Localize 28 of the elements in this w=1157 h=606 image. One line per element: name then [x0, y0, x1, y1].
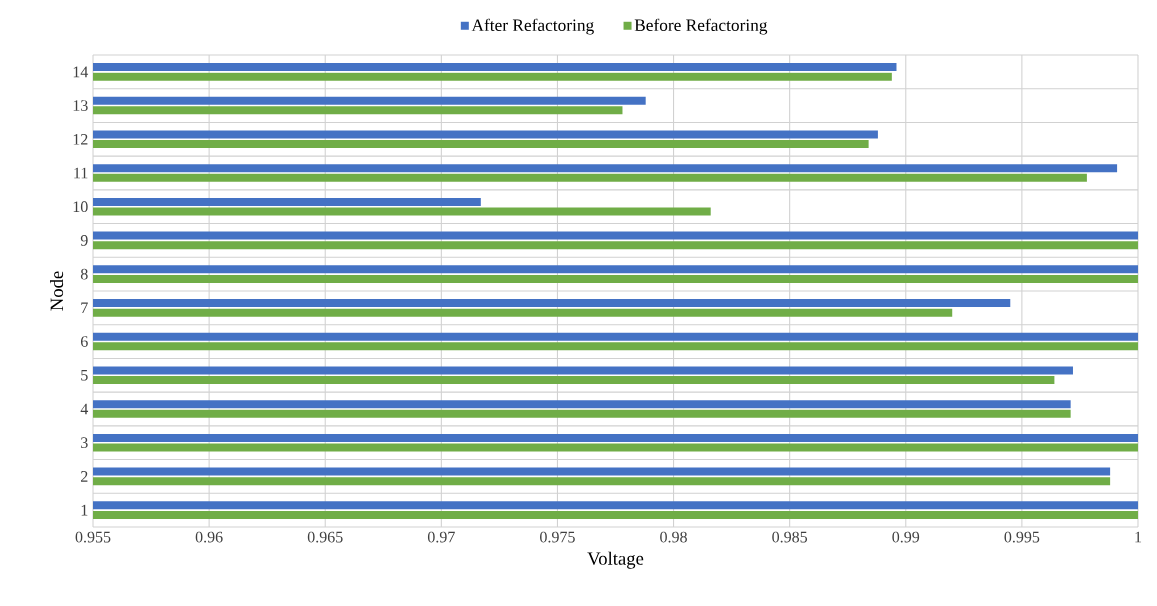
x-tick-label: 0.965: [307, 531, 343, 543]
x-tick-label: 0.96: [195, 531, 223, 543]
y-axis-title: Node: [50, 271, 64, 311]
y-tick-label: 1: [81, 504, 88, 516]
y-tick-label: 4: [80, 403, 89, 415]
y-tick-label: 7: [81, 302, 88, 314]
y-tick-label: 3: [81, 437, 88, 449]
x-tick-label: 0.99: [892, 531, 920, 543]
y-tick-label: 2: [81, 471, 88, 482]
x-tick-label: 0.985: [772, 531, 808, 543]
x-axis-title: Voltage: [587, 551, 644, 569]
y-tick-label: 14: [73, 66, 89, 78]
legend-label: After Refactoring: [471, 18, 594, 35]
x-tick-label: 1: [1135, 531, 1142, 543]
x-tick-label: 0.955: [75, 531, 111, 543]
x-tick-label: 0.995: [1004, 531, 1040, 543]
y-tick-label: 9: [80, 235, 88, 246]
y-tick-label: 5: [81, 369, 88, 381]
y-tick-label: 6: [80, 336, 88, 347]
legend-label: Before Refactoring: [634, 18, 768, 35]
y-tick-label: 13: [73, 100, 88, 111]
y-tick-label: 8: [80, 268, 88, 280]
x-tick-label: 0.97: [427, 531, 455, 543]
y-tick-label: 10: [73, 201, 88, 213]
x-tick-label: 0.975: [540, 531, 575, 543]
y-tick-label: 11: [74, 167, 88, 179]
y-tick-label: 12: [73, 133, 88, 145]
x-tick-label: 0.98: [660, 531, 687, 543]
